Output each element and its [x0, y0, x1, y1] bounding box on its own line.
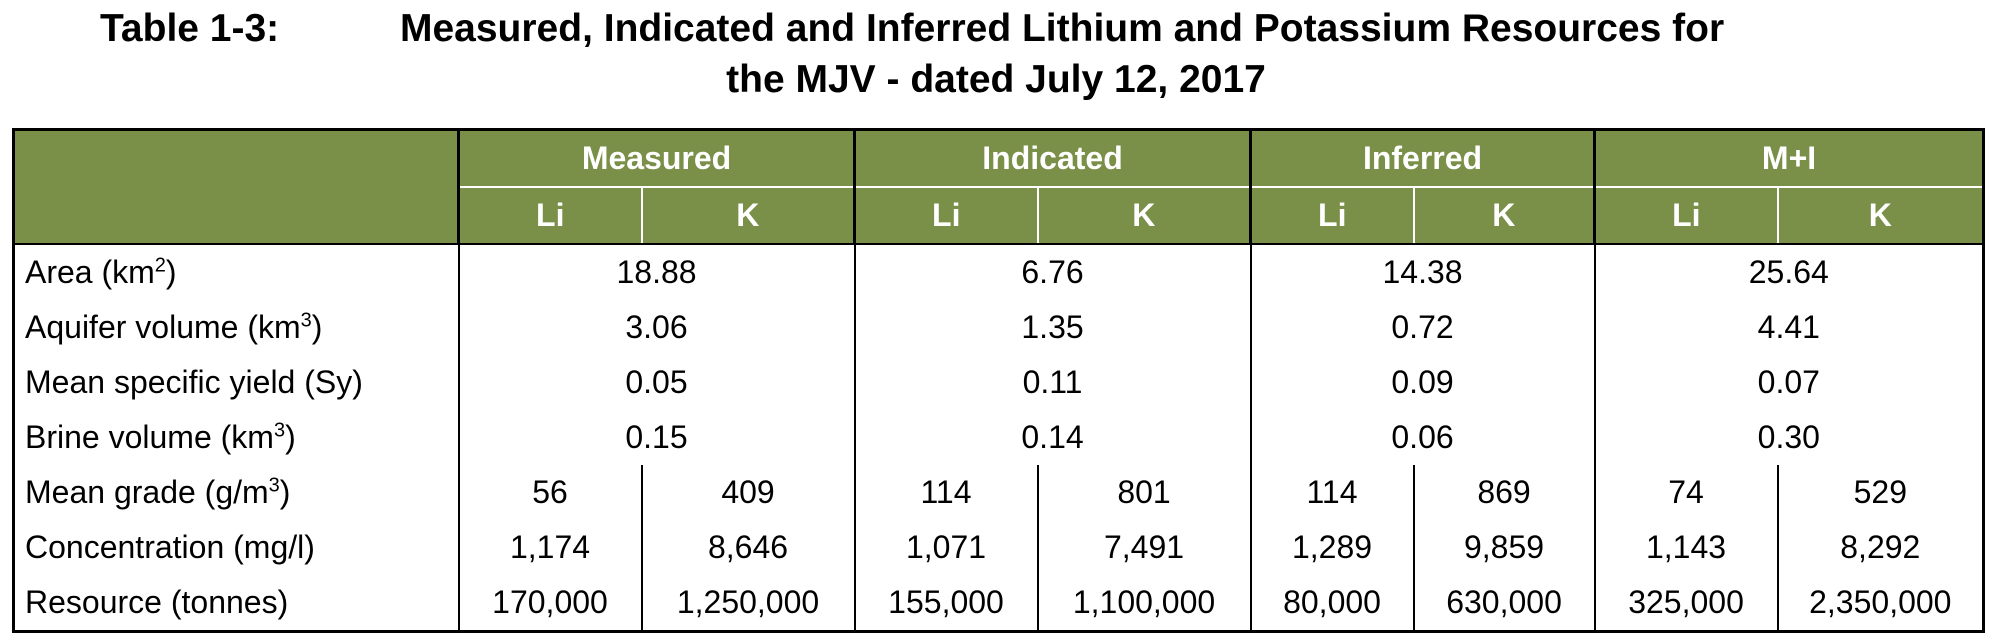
- sub-header-k: K: [1036, 187, 1251, 245]
- sub-header-li: Li: [1593, 187, 1778, 245]
- table-row: Mean specific yield (Sy) 0.05 0.11 0.09 …: [12, 355, 1986, 410]
- cell-k: 8,292: [1777, 520, 1986, 575]
- merged-cell: 25.64: [1594, 244, 1986, 300]
- resources-table: Measured Indicated Inferred M+I Li K Li …: [12, 128, 1986, 633]
- title-line-1: Table 1-3: Measured, Indicated and Inferr…: [100, 4, 1724, 54]
- cell-k: 1,100,000: [1037, 575, 1252, 633]
- merged-cell: 0.15: [458, 410, 856, 465]
- merged-cell: 4.41: [1594, 300, 1986, 355]
- sub-header-k: K: [1776, 187, 1986, 245]
- table-number: Table 1-3:: [100, 7, 280, 50]
- sub-header-li: Li: [1249, 187, 1414, 245]
- row-label: Resource (tonnes): [12, 575, 460, 633]
- merged-cell: 14.38: [1250, 244, 1596, 300]
- cell-li: 114: [854, 465, 1039, 520]
- cell-li: 1,143: [1594, 520, 1779, 575]
- cell-k: 7,491: [1037, 520, 1252, 575]
- table-row: Aquifer volume (km3) 3.06 1.35 0.72 4.41: [12, 300, 1986, 355]
- cell-li: 1,071: [854, 520, 1039, 575]
- group-header-inferred: Inferred: [1249, 128, 1595, 188]
- sub-header-li: Li: [457, 187, 642, 245]
- row-label: Area (km2): [12, 244, 460, 300]
- sub-header-row: Li K Li K Li K Li K: [14, 187, 1986, 245]
- table-row: Concentration (mg/l) 1,174 8,646 1,071 7…: [12, 520, 1986, 575]
- merged-cell: 0.09: [1250, 355, 1596, 410]
- merged-cell: 0.05: [458, 355, 856, 410]
- cell-k: 529: [1777, 465, 1986, 520]
- cell-k: 1,250,000: [641, 575, 856, 633]
- row-label: Mean specific yield (Sy): [12, 355, 460, 410]
- title-text-1: Measured, Indicated and Inferred Lithium…: [400, 7, 1725, 50]
- cell-li: 325,000: [1594, 575, 1779, 633]
- cell-k: 869: [1413, 465, 1596, 520]
- sub-header-k: K: [1412, 187, 1595, 245]
- table-row: Brine volume (km3) 0.15 0.14 0.06 0.30: [12, 410, 1986, 465]
- row-label: Mean grade (g/m3): [12, 465, 460, 520]
- merged-cell: 0.11: [854, 355, 1252, 410]
- group-header-measured: Measured: [456, 128, 855, 188]
- sub-header-k: K: [640, 187, 855, 245]
- merged-cell: 18.88: [458, 244, 856, 300]
- cell-k: 2,350,000: [1777, 575, 1986, 633]
- cell-li: 114: [1250, 465, 1415, 520]
- cell-li: 1,289: [1250, 520, 1415, 575]
- row-label: Concentration (mg/l): [12, 520, 460, 575]
- group-header-row: Measured Indicated Inferred M+I: [12, 128, 1986, 245]
- cell-k: 409: [641, 465, 856, 520]
- cell-k: 8,646: [641, 520, 856, 575]
- cell-k: 9,859: [1413, 520, 1596, 575]
- cell-k: 801: [1037, 465, 1252, 520]
- merged-cell: 3.06: [458, 300, 856, 355]
- sub-header-li: Li: [853, 187, 1038, 245]
- merged-cell: 0.07: [1594, 355, 1986, 410]
- cell-li: 80,000: [1250, 575, 1415, 633]
- merged-cell: 0.06: [1250, 410, 1596, 465]
- row-label: Aquifer volume (km3): [12, 300, 460, 355]
- merged-cell: 0.72: [1250, 300, 1596, 355]
- table-row: Mean grade (g/m3) 56 409 114 801 114 869…: [12, 465, 1986, 520]
- merged-cell: 0.14: [854, 410, 1252, 465]
- title-line-2: the MJV - dated July 12, 2017: [726, 58, 1266, 101]
- group-header-m-plus-i: M+I: [1593, 128, 1986, 188]
- cell-li: 74: [1594, 465, 1779, 520]
- cell-k: 630,000: [1413, 575, 1596, 633]
- table-row: Area (km2) 18.88 6.76 14.38 25.64: [12, 244, 1986, 300]
- cell-li: 155,000: [854, 575, 1039, 633]
- group-header-indicated: Indicated: [853, 128, 1251, 188]
- row-label: Brine volume (km3): [12, 410, 460, 465]
- merged-cell: 0.30: [1594, 410, 1986, 465]
- merged-cell: 1.35: [854, 300, 1252, 355]
- cell-li: 1,174: [458, 520, 643, 575]
- cell-li: 56: [458, 465, 643, 520]
- table-row: Resource (tonnes) 170,000 1,250,000 155,…: [12, 575, 1986, 633]
- cell-li: 170,000: [458, 575, 643, 633]
- corner-cell: [12, 128, 459, 245]
- merged-cell: 6.76: [854, 244, 1252, 300]
